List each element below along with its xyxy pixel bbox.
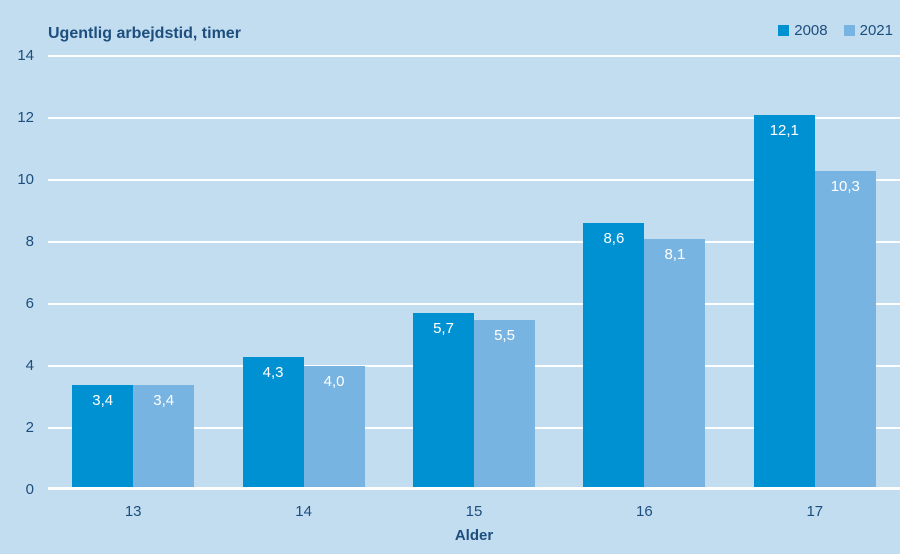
chart-title: Ugentlig arbejdstid, timer [48,25,241,42]
bar-2021-age-16: 8,1 [644,238,706,490]
legend-swatch-2021 [843,25,855,36]
bar-2008-age-15: 5,7 [413,313,474,490]
bar-value-label-2008-age-17: 12,1 [769,121,799,139]
x-axis-category-label-13: 13 [124,503,142,520]
x-axis-category-label-17: 17 [806,503,824,520]
bar-value-label-2008-age-14: 4,3 [262,363,284,381]
y-axis-tick-label-8: 8 [25,233,34,250]
bar-2008-age-13: 3,4 [72,384,134,490]
gridline-14 [48,55,900,57]
bar-2021-age-13: 3,4 [133,384,195,490]
plot-area: 3,4 3,4 4,3 4,0 5,7 5,5 8,6 8,1 12,1 10,3 [48,55,900,490]
bar-2008-age-16: 8,6 [583,223,645,490]
legend-item-2021: 2021 [843,22,893,39]
bar-value-label-2021-age-13: 3,4 [153,391,175,409]
x-axis-category-label-14: 14 [295,503,312,520]
bar-value-label-2021-age-16: 8,1 [664,245,686,263]
y-axis-tick-label-6: 6 [25,295,34,312]
gridline-0 [48,487,900,490]
x-axis-category-label-15: 15 [465,503,483,520]
gridline-12 [48,117,900,119]
y-axis-tick-label-14: 14 [17,47,34,64]
bar-2021-age-15: 5,5 [474,319,535,490]
legend-swatch-2008 [778,25,790,36]
x-axis-title: Alder [454,527,494,544]
bar-2021-age-14: 4,0 [303,366,365,490]
y-axis-tick-label-0: 0 [25,481,34,498]
gridline-6 [48,303,900,305]
bar-2008-age-17: 12,1 [753,114,815,490]
legend-label-2021: 2021 [859,22,893,39]
gridline-10 [48,179,900,181]
bar-value-label-2008-age-13: 3,4 [92,391,114,409]
y-axis-tick-label-12: 12 [17,109,34,126]
bar-value-label-2021-age-17: 10,3 [830,177,860,195]
bar-value-label-2008-age-15: 5,7 [433,320,454,338]
y-axis-tick-label-4: 4 [25,357,34,374]
bar-value-label-2008-age-16: 8,6 [603,230,625,248]
gridline-8 [48,241,900,243]
y-axis-tick-label-10: 10 [17,171,34,188]
x-axis-category-label-16: 16 [636,503,653,520]
legend: 2008 2021 [778,22,893,39]
bar-value-label-2021-age-14: 4,0 [323,373,345,390]
bar-2021-age-17: 10,3 [814,170,876,490]
bar-value-label-2021-age-15: 5,5 [494,326,515,344]
legend-label-2008: 2008 [794,22,828,39]
bar-2008-age-14: 4,3 [242,356,304,490]
legend-item-2008: 2008 [778,22,828,39]
y-axis-tick-label-2: 2 [25,419,34,436]
